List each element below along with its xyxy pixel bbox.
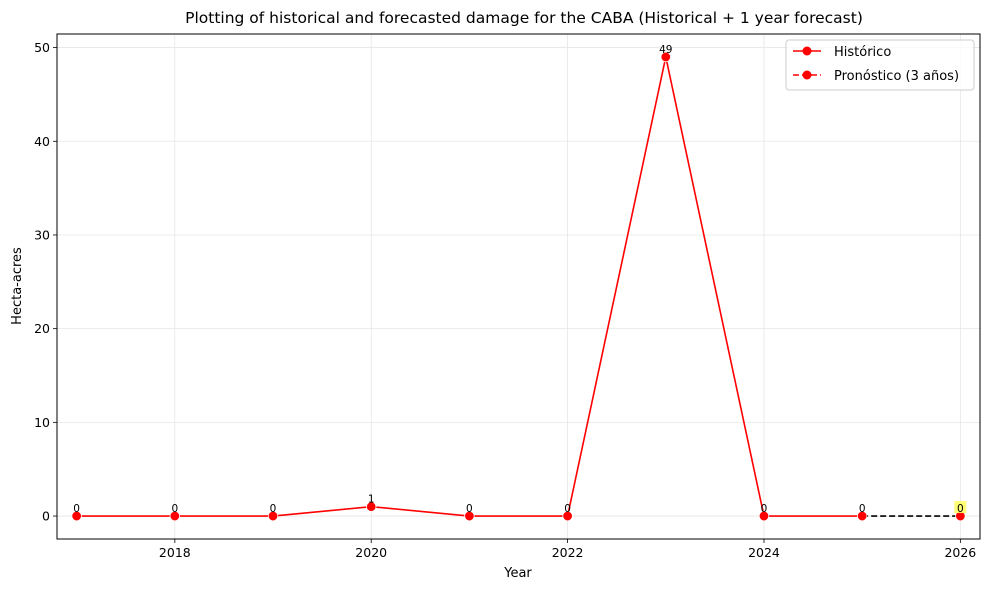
plot-area — [56, 33, 981, 540]
data-label-historico: 0 — [466, 503, 473, 515]
x-tick-label: 2026 — [944, 545, 976, 560]
legend: Histórico Pronóstico (3 años) — [785, 39, 975, 91]
data-label-historico: 0 — [171, 503, 178, 515]
data-label-historico: 1 — [368, 494, 375, 506]
y-tick-label: 50 — [34, 40, 50, 55]
x-tick-label: 2022 — [552, 545, 584, 560]
data-point-historico — [660, 51, 671, 63]
x-tick-label: 2020 — [355, 545, 387, 560]
data-labels: 0 0 0 1 0 0 49 0 0 0 — [73, 44, 967, 515]
forecast-label-highlight — [954, 501, 967, 514]
x-tick-label: 2024 — [748, 545, 780, 560]
data-label-historico: 0 — [761, 503, 768, 515]
y-tick-label: 40 — [34, 134, 50, 149]
data-point-historico — [366, 501, 377, 512]
data-point-historico — [758, 510, 770, 522]
data-label-historico: 0 — [73, 503, 80, 515]
data-label-pronostico: 0 — [957, 503, 964, 515]
data-label-historico: 0 — [859, 503, 866, 515]
y-tick-label: 30 — [34, 227, 50, 242]
data-point-historico — [71, 510, 82, 522]
data-point-historico — [562, 510, 573, 522]
data-point-historico — [856, 510, 868, 522]
data-point-historico — [267, 510, 279, 522]
y-axis-label: Hecta-acres — [10, 247, 25, 325]
series-line-historico — [76, 56, 863, 517]
legend-marker-pronostico — [802, 70, 812, 80]
series-layer — [71, 51, 966, 522]
y-tick-label: 10 — [34, 415, 50, 430]
data-point-historico — [169, 510, 181, 522]
data-label-historico: 0 — [564, 503, 571, 515]
data-label-historico: 49 — [659, 44, 672, 56]
x-axis-label: Year — [503, 566, 532, 581]
legend-frame — [785, 39, 975, 91]
gridlines — [57, 34, 980, 539]
data-point-historico — [464, 510, 475, 522]
x-tick-label: 2018 — [159, 545, 191, 560]
legend-label-historico: Histórico — [834, 45, 891, 60]
x-axis: 2018 2020 2022 2024 2026 — [159, 539, 976, 560]
legend-marker-historico — [802, 46, 812, 56]
chart-title: Plotting of historical and forecasted da… — [185, 9, 863, 27]
legend-label-pronostico: Pronóstico (3 años) — [834, 69, 959, 84]
y-tick-label: 0 — [42, 509, 50, 524]
y-axis: 0 10 20 30 40 50 — [34, 40, 57, 524]
y-tick-label: 20 — [34, 321, 50, 336]
data-label-historico: 0 — [270, 503, 277, 515]
